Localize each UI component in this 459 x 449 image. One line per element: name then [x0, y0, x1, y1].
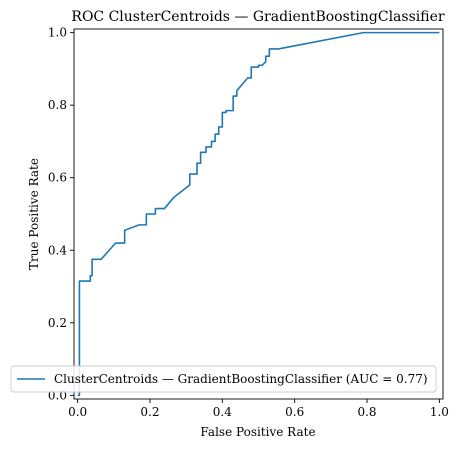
legend: ClusterCentroids — GradientBoostingClass…	[10, 365, 437, 393]
y-axis-label: True Positive Rate	[27, 158, 41, 270]
axes-frame	[73, 28, 444, 400]
x-tick-label: 0.8	[357, 405, 376, 419]
x-tick-label: 0.6	[285, 405, 304, 419]
x-tick-label: 0.2	[140, 405, 159, 419]
y-tick-label: 0.6	[48, 171, 67, 185]
x-axis-label: False Positive Rate	[200, 425, 315, 439]
y-tick-label: 0.8	[48, 98, 67, 112]
y-tick-label: 0.2	[48, 316, 67, 330]
roc-curve-line-0	[77, 31, 440, 397]
chart-title: ROC ClusterCentroids — GradientBoostingC…	[71, 9, 444, 25]
legend-entry-label: ClusterCentroids — GradientBoostingClass…	[54, 372, 428, 386]
x-axis-ticks: 0.0 0.2 0.4 0.6 0.8 1.0	[68, 399, 449, 419]
plot-area	[73, 28, 444, 400]
legend-box	[10, 365, 437, 393]
x-tick-label: 0.4	[213, 405, 232, 419]
x-tick-label: 0.0	[68, 405, 87, 419]
y-tick-label: 1.0	[48, 26, 67, 40]
x-tick-label: 1.0	[430, 405, 449, 419]
y-axis-ticks: 0.00.20.40.60.81.0	[48, 26, 74, 402]
y-tick-label: 0.4	[48, 243, 67, 257]
